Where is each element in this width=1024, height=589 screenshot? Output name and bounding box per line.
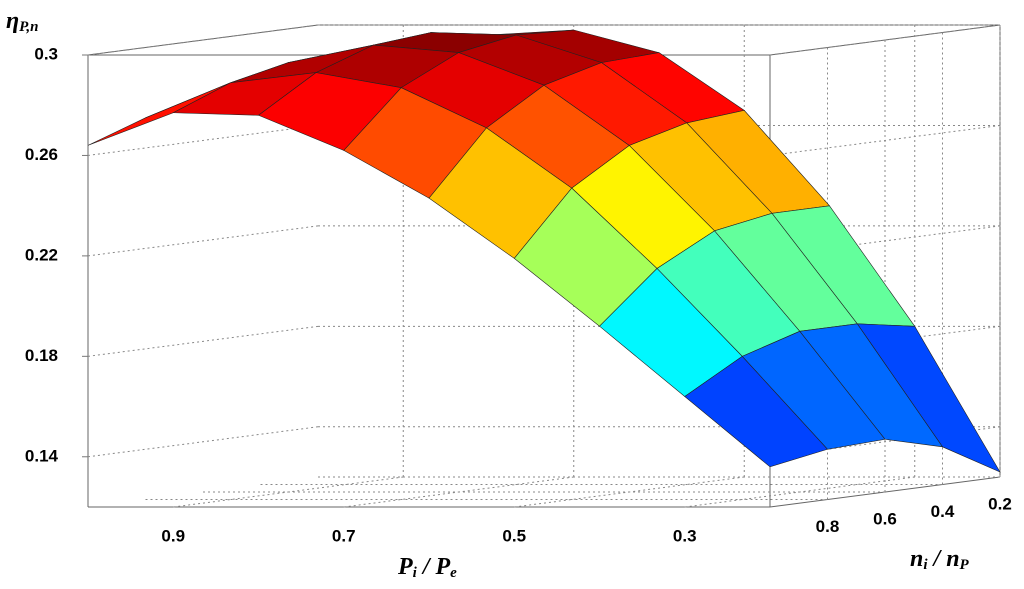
y-axis-label-part: / n <box>928 546 960 572</box>
grid-line <box>87 325 319 357</box>
x-axis-label-part: e <box>450 565 457 581</box>
z-tick-label: 0.3 <box>34 44 58 63</box>
z-tick-label: 0.18 <box>25 346 58 365</box>
x-tick-label: 0.3 <box>673 526 697 545</box>
grid-line <box>87 225 319 257</box>
x-axis-label-part: / P <box>417 554 451 580</box>
x-tick-label: 0.5 <box>502 526 526 545</box>
z-tick-label: 0.22 <box>25 245 58 264</box>
z-tick-label: 0.14 <box>25 446 59 465</box>
y-tick-label: 0.8 <box>816 517 840 536</box>
y-axis-label-part: i <box>923 557 928 573</box>
grid-line <box>87 426 319 458</box>
surface-patch <box>684 355 829 468</box>
y-tick-label: 0.2 <box>988 494 1012 513</box>
y-axis-label-part: n <box>910 546 923 572</box>
y-axis-label-part: P <box>960 557 970 573</box>
x-axis-label-part: P <box>397 554 413 580</box>
z-tick-label: 0.26 <box>25 145 58 164</box>
x-axis-label: Pi / Pe <box>397 554 457 582</box>
z-axis-label-part: η <box>6 8 19 34</box>
x-tick-label: 0.9 <box>161 526 185 545</box>
z-axis-label: ηP,n <box>6 8 39 36</box>
x-tick-label: 0.7 <box>332 526 356 545</box>
y-tick-label: 0.6 <box>873 509 897 528</box>
grid-line <box>87 124 319 156</box>
y-tick-label: 0.4 <box>931 502 955 521</box>
grid-line <box>87 24 319 56</box>
x-axis-label-part: i <box>413 565 418 581</box>
y-axis-label: ni / nP <box>910 546 970 574</box>
z-axis-label-part: P,n <box>19 19 38 35</box>
surface <box>87 29 1001 473</box>
